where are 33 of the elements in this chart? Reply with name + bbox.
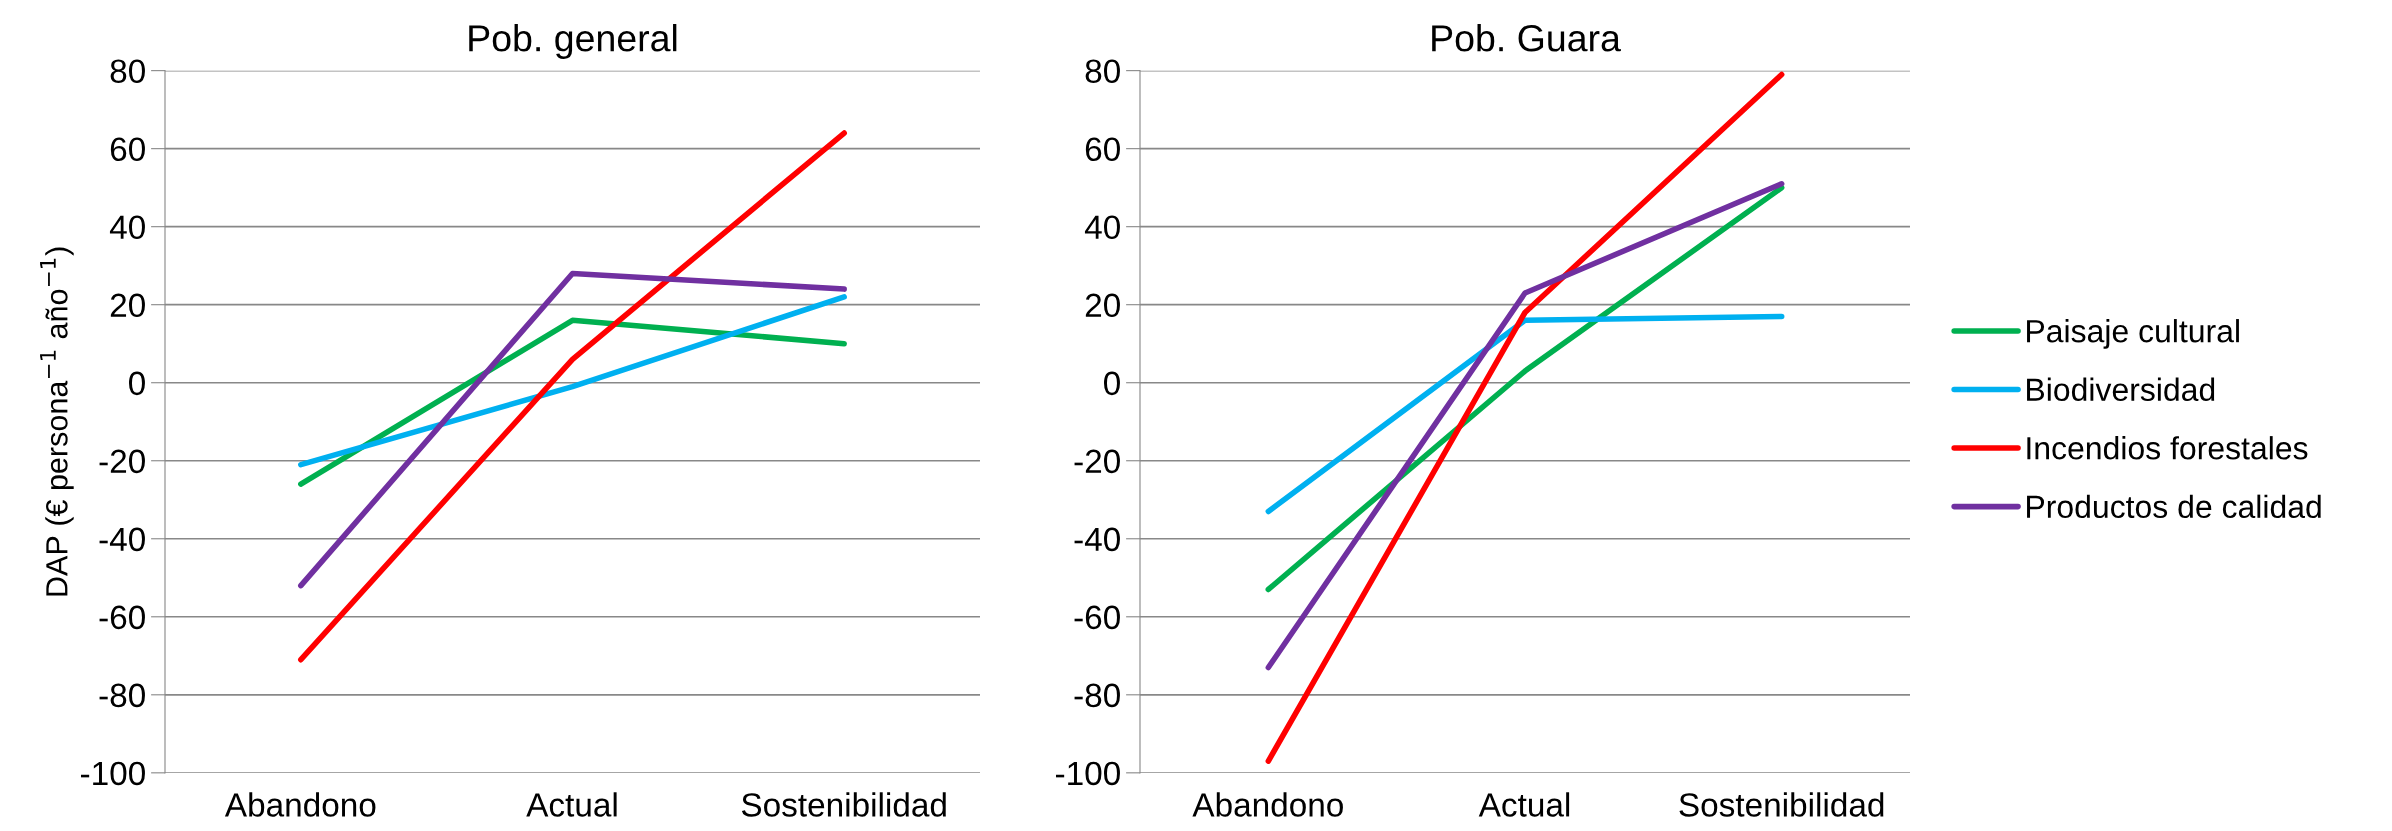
y-tick-label: -80 xyxy=(99,683,145,708)
y-tick-label: -60 xyxy=(1074,605,1120,630)
x-tick-label: Sostenibilidad xyxy=(1679,792,1884,817)
y-tick-label: 60 xyxy=(1085,137,1120,162)
y-tick-label: 80 xyxy=(1085,59,1120,84)
legend-label: Incendios forestales xyxy=(2027,436,2308,460)
y-tick-label: 60 xyxy=(110,137,145,162)
y-tick-label: 20 xyxy=(1085,293,1120,318)
y-tick-label: 40 xyxy=(1084,215,1120,240)
y-tick-label: -40 xyxy=(99,527,145,552)
y-tick-label: -20 xyxy=(1074,449,1120,474)
x-tick-label: Abandono xyxy=(1192,792,1343,817)
y-tick-label: 40 xyxy=(109,215,145,240)
legend-label: Biodiversidad xyxy=(2027,377,2215,402)
y-tick-label: -20 xyxy=(99,449,145,474)
y-axis-title: DAP (€ persona$^{−1}$ año$^{−1}$) xyxy=(40,247,74,596)
x-tick-label: Abandono xyxy=(224,792,376,817)
chart-title: Pob. Guara xyxy=(1432,24,1621,52)
y-tick-label: 0 xyxy=(129,371,145,396)
y-tick-label: 20 xyxy=(110,293,145,318)
y-tick-label: -100 xyxy=(1056,761,1120,786)
y-tick-label: 80 xyxy=(110,59,145,84)
x-tick-label: Actual xyxy=(526,792,617,817)
x-tick-label: Actual xyxy=(1478,792,1570,817)
y-tick-label: -100 xyxy=(81,761,145,786)
chart-title: Pob. general xyxy=(469,24,677,59)
y-tick-label: 0 xyxy=(1104,371,1120,396)
x-tick-label: Sostenibilidad xyxy=(741,792,946,817)
y-tick-label: -40 xyxy=(1074,527,1120,552)
legend-label: Productos de calidad xyxy=(2027,494,2321,519)
y-tick-label: -60 xyxy=(99,605,145,630)
y-tick-label: -80 xyxy=(1074,683,1120,708)
legend-label: Paisaje cultural xyxy=(2027,319,2239,349)
